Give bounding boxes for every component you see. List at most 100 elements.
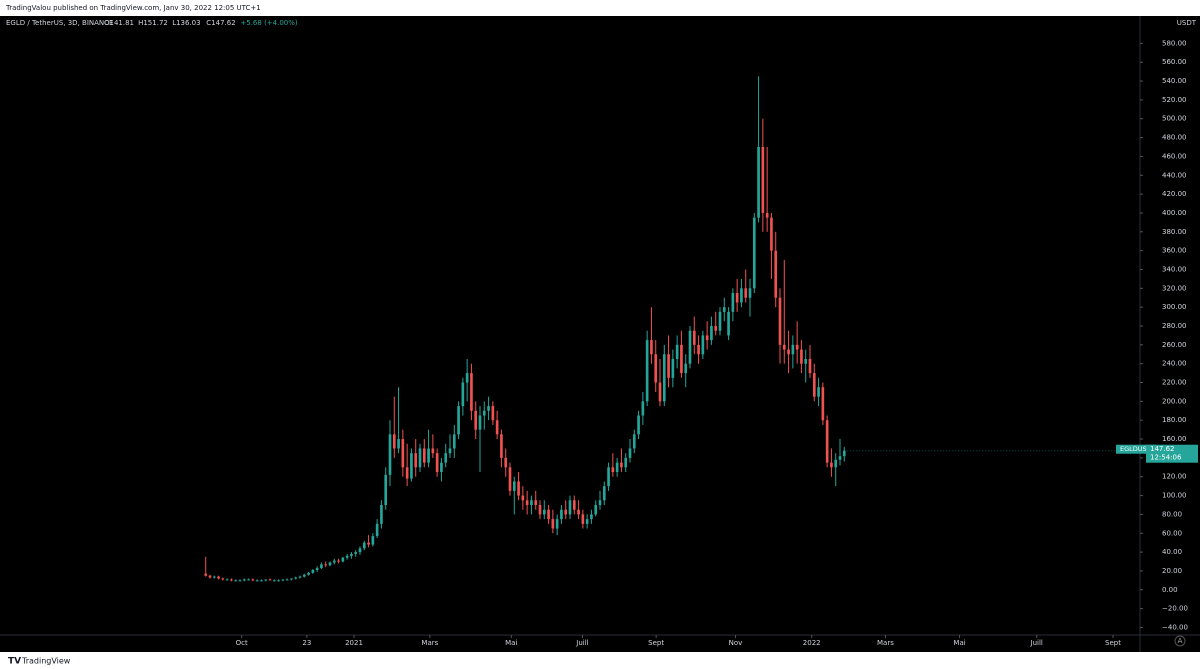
candle-body [204,573,208,576]
candle-body [478,415,482,430]
symbol-tag-bg [1116,444,1156,454]
candle-body [328,562,332,566]
candle-body [414,453,418,468]
candle-body [410,453,413,479]
candle-body [341,557,345,562]
candle-body [800,349,803,364]
candle-body [242,579,246,581]
y-tick-label: 240.00 [1162,360,1187,368]
candle-body [354,552,358,554]
y-tick-label: 580.00 [1162,39,1187,47]
candle-body [555,519,559,529]
candle-body [667,354,670,378]
y-tick-label: 280.00 [1162,322,1187,330]
candle-body [748,288,752,298]
x-tick-label: Mai [505,639,517,647]
legend-value: H151.72 [138,19,168,27]
legend-value: L136.03 [172,19,200,27]
y-tick-label: −20.00 [1162,605,1188,613]
candle-body [530,500,533,505]
auto-scale-button[interactable] [1174,635,1186,647]
candle-body [470,373,473,411]
y-tick-label: 320.00 [1162,284,1187,292]
candle-body [581,514,585,524]
x-tick-label: Juill [575,639,588,647]
candle-body [830,462,833,468]
candle-body [491,406,495,421]
candle-body [508,467,512,491]
candle-body [671,358,675,378]
candle-body [680,344,683,374]
candle-body [628,448,632,458]
candle-body [765,212,769,218]
candle-body [770,217,773,251]
candle-body [744,288,748,298]
candle-body [487,406,490,411]
candle-body [740,288,743,303]
candle-body [448,448,452,454]
y-tick-label: 200.00 [1162,397,1187,405]
candle-body [358,548,362,553]
countdown-tag: 12:54:06 [1150,454,1182,462]
candle-body [568,500,572,515]
candle-body [251,579,255,581]
candle-body [320,564,323,569]
candle-body [697,344,700,355]
candle-body [474,410,478,430]
y-tick-label: 340.00 [1162,265,1187,273]
currency-label[interactable]: USDT [1177,19,1197,27]
candle-body [641,401,645,416]
candle-body [350,553,353,556]
candle-body [598,500,602,505]
candle-body [688,330,692,364]
y-tick-label: 220.00 [1162,379,1187,387]
candle-body [778,297,782,345]
candle-body [294,577,298,579]
candle-body [791,344,795,355]
candle-body [787,349,790,355]
candle-body [285,579,289,581]
x-tick-label: Mai [953,639,965,647]
candle-body [311,569,315,573]
y-tick-label: 460.00 [1162,152,1187,160]
y-tick-label: 260.00 [1162,341,1187,349]
candle-body [234,580,238,582]
candle-body [452,434,456,449]
candle-body [255,580,259,582]
candle-body [654,354,658,383]
footer-brand[interactable]: TradingView [21,657,71,666]
candle-body [662,354,666,402]
candle-body [577,509,580,515]
y-tick-label: 40.00 [1162,548,1182,556]
candle-body [834,459,838,468]
y-tick-label: 80.00 [1162,510,1182,518]
candle-body [761,147,765,213]
y-tick-label: 540.00 [1162,77,1187,85]
x-tick-label: 23 [302,639,311,647]
y-tick-label: 380.00 [1162,228,1187,236]
candle-body [821,387,825,421]
candle-body [440,462,443,473]
x-tick-label: Juill [1030,639,1043,647]
candle-body [547,509,550,520]
legend-value: C147.62 [206,19,235,27]
candle-body [268,579,272,581]
chart-background [0,16,1200,652]
y-tick-label: 120.00 [1162,473,1187,481]
y-tick-label: 420.00 [1162,190,1187,198]
candle-body [675,344,679,359]
candle-body [332,560,336,563]
x-tick-label: Mars [877,639,894,647]
candle-body [542,509,546,515]
candle-body [230,579,233,581]
y-tick-label: 560.00 [1162,58,1187,66]
price-tag-bg [1146,444,1198,463]
candle-body [615,462,619,473]
candle-body [752,217,756,289]
candle-body [315,568,319,570]
footer-logo[interactable]: 𝗧𝗩 [8,657,21,667]
auto-scale-label[interactable]: A [1178,637,1183,645]
candle-body [525,500,529,505]
price-tag: 147.62 [1150,445,1175,453]
